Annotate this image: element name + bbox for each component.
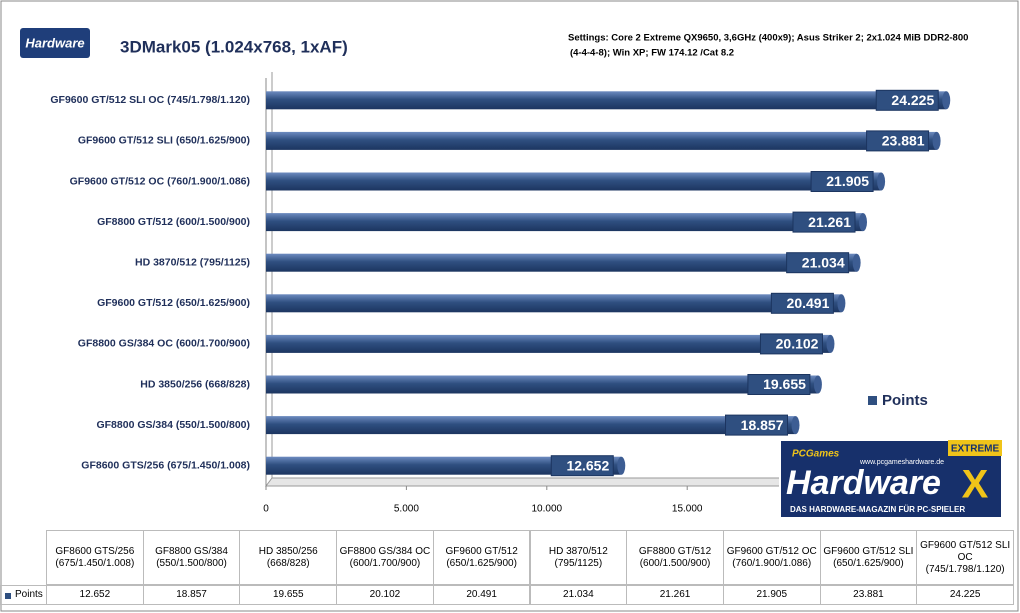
table-value: 20.491 [432, 585, 531, 605]
x-tick-label: 5.000 [394, 504, 419, 515]
table-value: 21.261 [626, 585, 724, 605]
value-label-box [725, 414, 789, 436]
y-tick-label: GF9600 GT/512 OC (760/1.900/1.086) [70, 175, 250, 187]
bar-cap [617, 456, 626, 475]
table-value: 18.857 [142, 585, 241, 605]
y-tick-label: GF8600 GTS/256 (675/1.450/1.008) [81, 459, 250, 471]
value-label: 12.652 [566, 457, 609, 473]
value-label: 23.881 [882, 133, 925, 149]
subtitle: (4-4-4-8); Win XP; FW 174.12 /Cat 8.2 [570, 48, 734, 59]
table-value: 20.102 [336, 585, 434, 605]
table-value: 19.655 [239, 585, 338, 605]
bar [266, 131, 937, 150]
table-header: GF9600 GT/512 OC (760/1.900/1.086) [722, 530, 821, 585]
table-legend-swatch [5, 593, 11, 599]
y-tick-label: GF8800 GT/512 (600/1.500/900) [97, 216, 250, 228]
value-label-box [810, 171, 874, 192]
table-header: HD 3850/256 (668/828) [239, 530, 338, 585]
value-label-box [866, 130, 930, 152]
y-tick-label: GF9600 GT/512 SLI OC (745/1.798/1.120) [50, 94, 250, 106]
table-row-label: Points [0, 585, 47, 605]
value-label-box [550, 455, 614, 477]
logo-url: www.pcgameshardware.de [859, 459, 944, 466]
bar [266, 91, 947, 110]
y-tick-label: GF9600 GT/512 SLI (650/1.625/900) [78, 135, 250, 147]
logo-extreme [948, 440, 1002, 456]
bar [266, 253, 857, 272]
bar-cap [932, 131, 941, 150]
bar [266, 172, 882, 191]
value-label: 21.261 [808, 214, 851, 230]
y-tick-label: GF8800 GS/384 OC (600/1.700/900) [78, 338, 250, 350]
value-label: 20.102 [776, 336, 819, 352]
logo-brand: Hardware [786, 464, 941, 502]
y-tick-label: HD 3870/512 (795/1125) [135, 256, 250, 268]
bar-cap [877, 172, 886, 191]
bar [266, 334, 831, 353]
chart-title: 3DMark05 (1.024x768, 1xAF) [120, 37, 348, 56]
value-label-box [770, 292, 834, 314]
y-tick-label: HD 3850/256 (668/828) [140, 378, 250, 390]
table-value: 23.881 [819, 585, 918, 605]
bar-cap [852, 253, 861, 272]
subtitle: Settings: Core 2 Extreme QX9650, 3,6GHz … [568, 33, 968, 44]
table-value: 21.034 [529, 585, 628, 605]
logo-x: X [962, 463, 989, 507]
value-label-box [759, 333, 823, 355]
bar [266, 213, 864, 232]
bar [266, 375, 818, 394]
table-header: GF8800 GS/384 (550/1.500/800) [142, 530, 241, 585]
x-tick-label: 15.000 [672, 504, 703, 515]
value-label-box [875, 89, 939, 111]
value-label: 21.034 [802, 254, 845, 270]
logo-pcgames: PCGames [792, 449, 840, 460]
table-header: GF8800 GS/384 OC (600/1.700/900) [336, 530, 434, 585]
value-label-box [792, 211, 856, 233]
logo-slogan: DAS HARDWARE-MAGAZIN FÜR PC-SPIELER [790, 505, 965, 514]
bar-cap [859, 213, 868, 232]
bar-cap [942, 91, 951, 110]
bar-cap [813, 375, 822, 394]
bar [266, 456, 622, 475]
small-logo-text: Hardware [25, 35, 84, 50]
value-label: 24.225 [891, 92, 934, 108]
table-header: GF9600 GT/512 SLI (650/1.625/900) [819, 530, 918, 585]
legend-swatch [868, 396, 877, 405]
bar-cap [791, 416, 800, 435]
table-corner [0, 530, 46, 585]
x-tick-label: 10.000 [532, 504, 563, 515]
table-value: 21.905 [722, 585, 821, 605]
table-header: GF9600 GT/512 SLI OC (745/1.798/1.120) [916, 530, 1014, 585]
bar [266, 294, 842, 313]
table-header: GF9600 GT/512 (650/1.625/900) [432, 530, 531, 585]
value-label-box [747, 374, 811, 395]
logo-extreme-text: EXTREME [951, 444, 1000, 455]
y-tick-label: GF8800 GS/384 (550/1.500/800) [96, 419, 250, 431]
small-logo [20, 28, 90, 58]
x-tick-label: 0 [263, 504, 269, 515]
value-label: 20.491 [787, 295, 830, 311]
table-header: GF8600 GTS/256 (675/1.450/1.008) [46, 530, 144, 585]
value-label: 21.905 [826, 173, 869, 189]
legend-label: Points [882, 392, 928, 409]
y-tick-label: GF9600 GT/512 (650/1.625/900) [97, 297, 250, 309]
value-label: 18.857 [741, 417, 784, 433]
table-value: 24.225 [916, 585, 1014, 605]
value-label-box [786, 252, 850, 274]
bar [266, 416, 796, 435]
bar-cap [837, 294, 846, 313]
table-header: HD 3870/512 (795/1125) [529, 530, 628, 585]
bar-cap [826, 334, 835, 353]
table-value: 12.652 [46, 585, 144, 605]
table-header: GF8800 GT/512 (600/1.500/900) [626, 530, 724, 585]
value-label: 19.655 [763, 376, 806, 392]
